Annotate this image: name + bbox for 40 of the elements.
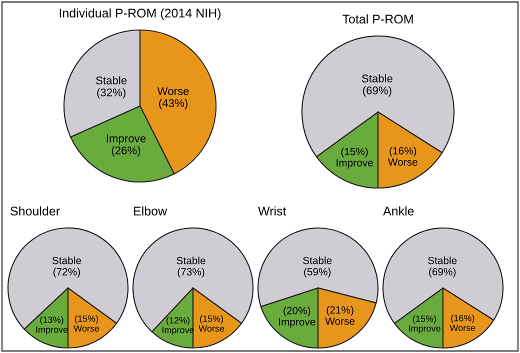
data-label: (43%) [159, 98, 188, 110]
slice-label: Worse [74, 325, 100, 332]
slice-label: Worse [325, 318, 355, 325]
data-label: (15%) [341, 148, 368, 158]
chart-title: Ankle [383, 206, 414, 216]
slice-label: Worse [198, 325, 224, 332]
data-label: (13%) [40, 316, 64, 325]
data-label: (20%) [284, 306, 310, 316]
data-label: (15%) [75, 315, 98, 324]
slice-label: Worse [388, 158, 418, 166]
data-label: (26%) [112, 146, 140, 157]
data-label: (12%) [166, 316, 190, 326]
slice-label: Stable [176, 256, 206, 264]
slice-label: Improve [278, 318, 316, 328]
slice-label: Stable [428, 256, 457, 264]
slice-label: Stable [303, 256, 332, 264]
slice-label: Stable [96, 76, 127, 84]
data-label: (15%) [412, 315, 436, 324]
slice-label: Worse [450, 324, 476, 332]
data-label: (16%) [451, 314, 474, 324]
data-label: (21%) [326, 306, 354, 316]
chart-title: Individual P-ROM (2014 NIH) [60, 8, 221, 20]
data-label: (69%) [363, 86, 392, 97]
data-label: (32%) [97, 88, 126, 99]
data-label: (72%) [53, 268, 80, 278]
data-label: (69%) [429, 268, 456, 278]
slice-label: Improve [409, 325, 440, 334]
data-label: (15%) [200, 315, 224, 324]
slice-label: Worse [157, 87, 189, 96]
chart-title: Elbow [134, 206, 168, 216]
slice-label: Improve [106, 134, 146, 145]
chart-title: Shoulder [10, 206, 60, 216]
data-label: (73%) [178, 268, 204, 278]
chart-title: Total P-ROM [342, 14, 413, 24]
chart-title: Wrist [258, 206, 286, 216]
slice-label: Stable [52, 256, 81, 264]
data-label: (59%) [304, 268, 331, 278]
slice-label: Stable [362, 74, 392, 82]
slice-label: Improve [336, 159, 373, 169]
data-label: (16%) [390, 146, 416, 157]
